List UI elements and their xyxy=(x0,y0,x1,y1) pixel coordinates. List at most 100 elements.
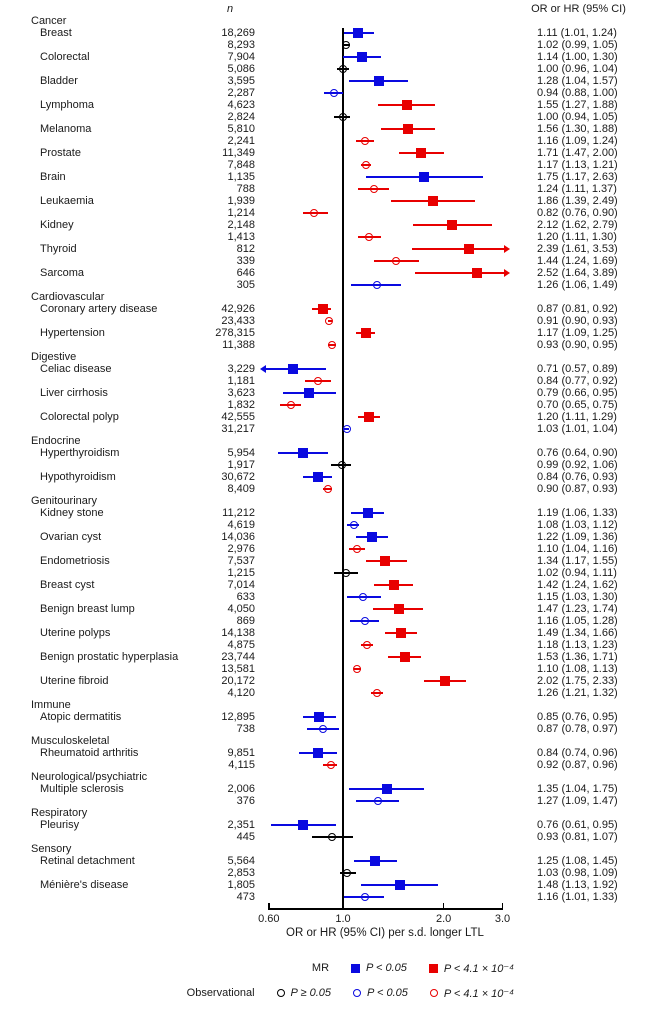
or-ci-value: 1.26 (1.06, 1.49) xyxy=(537,279,618,291)
or-ci-value: 2.12 (1.62, 2.79) xyxy=(537,219,618,231)
n-value: 42,926 xyxy=(221,303,255,315)
n-value: 4,875 xyxy=(227,639,255,651)
mr-square-marker xyxy=(401,100,412,110)
x-axis-tick xyxy=(501,903,504,908)
obs-circle-marker xyxy=(373,797,382,805)
n-value: 2,824 xyxy=(227,111,255,123)
n-value: 11,388 xyxy=(222,339,255,351)
or-ci-value: 1.71 (1.47, 2.00) xyxy=(537,147,618,159)
disease-label: Liver cirrhosis xyxy=(40,387,108,399)
mr-square-marker xyxy=(360,328,371,338)
mr-square-marker xyxy=(393,604,404,614)
mr-square-marker xyxy=(373,76,384,86)
n-value: 23,744 xyxy=(221,651,255,663)
or-ci-value: 0.70 (0.65, 0.75) xyxy=(537,399,618,411)
n-value: 2,853 xyxy=(227,867,255,879)
disease-label: Breast xyxy=(40,27,72,39)
n-value: 5,954 xyxy=(227,447,255,459)
obs-circle-marker xyxy=(360,137,369,145)
x-axis-title: OR or HR (95% CI) per s.d. longer LTL xyxy=(286,927,484,939)
disease-label: Thyroid xyxy=(40,243,77,255)
or-ci-value: 1.44 (1.24, 1.69) xyxy=(537,255,618,267)
obs-circle-marker xyxy=(328,833,337,841)
mr-square-marker xyxy=(380,556,391,566)
n-value: 1,181 xyxy=(227,375,255,387)
disease-label: Uterine fibroid xyxy=(40,675,109,687)
obs-circle-marker xyxy=(359,593,368,601)
obs-circle-marker xyxy=(323,485,332,493)
n-value: 2,351 xyxy=(227,819,255,831)
mr-square-marker xyxy=(364,412,375,422)
disease-label: Leukaemia xyxy=(40,195,94,207)
obs-circle-marker xyxy=(287,401,296,409)
or-ci-value: 1.17 (1.13, 1.21) xyxy=(537,159,618,171)
or-ci-value: 1.03 (0.98, 1.09) xyxy=(537,867,618,879)
ci-line xyxy=(414,272,504,274)
or-ci-value: 0.84 (0.76, 0.93) xyxy=(537,471,618,483)
or-ci-value: 1.47 (1.23, 1.74) xyxy=(537,603,618,615)
mr-square-marker xyxy=(298,820,309,830)
or-ci-value: 0.79 (0.66, 0.95) xyxy=(537,387,618,399)
obs-circle-marker xyxy=(352,545,361,553)
or-ci-value: 1.86 (1.39, 2.49) xyxy=(537,195,618,207)
x-axis-line xyxy=(268,908,503,910)
mr-red-square-icon xyxy=(428,963,438,973)
n-value: 4,619 xyxy=(227,519,255,531)
or-ci-value: 0.85 (0.76, 0.95) xyxy=(537,711,618,723)
disease-label: Benign breast lump xyxy=(40,603,135,615)
legend-item-label: P < 4.1 × 10⁻⁴ xyxy=(443,962,514,975)
or-ci-value: 1.10 (1.08, 1.13) xyxy=(537,663,618,675)
ci-left-arrow-icon xyxy=(260,365,266,373)
mr-square-marker xyxy=(399,652,410,662)
or-ci-value: 0.82 (0.76, 0.90) xyxy=(537,207,618,219)
mr-square-marker xyxy=(312,472,323,482)
mr-square-marker xyxy=(303,388,314,398)
or-ci-value: 1.10 (1.04, 1.16) xyxy=(537,543,618,555)
obs-circle-marker xyxy=(360,893,369,901)
obs-circle-marker xyxy=(352,665,361,673)
x-axis-tick-label: 1.0 xyxy=(335,913,351,925)
category-label: Immune xyxy=(31,699,71,711)
n-value: 11,212 xyxy=(222,507,255,519)
disease-label: Bladder xyxy=(40,75,78,87)
or-ci-value: 1.20 (1.11, 1.29) xyxy=(537,411,617,423)
mr-square-marker xyxy=(394,880,405,890)
category-label: Cardiovascular xyxy=(31,291,105,303)
n-value: 30,672 xyxy=(221,471,255,483)
obs-red-circle-icon xyxy=(429,989,438,997)
category-label: Genitourinary xyxy=(31,495,98,507)
disease-label: Hypertension xyxy=(40,327,105,339)
or-ci-value: 2.52 (1.64, 3.89) xyxy=(537,267,618,279)
obs-circle-marker xyxy=(318,725,327,733)
or-ci-value: 1.08 (1.03, 1.12) xyxy=(537,519,618,531)
n-value: 1,214 xyxy=(227,207,255,219)
n-value: 812 xyxy=(236,243,255,255)
n-value: 23,433 xyxy=(221,315,255,327)
n-value: 13,581 xyxy=(221,663,255,675)
legend-item-obs-p05: P < 0.05 xyxy=(353,987,408,999)
obs-circle-marker xyxy=(313,377,322,385)
n-value: 7,537 xyxy=(227,555,255,567)
n-value: 1,215 xyxy=(227,567,255,579)
category-label: Cancer xyxy=(31,15,67,27)
or-ci-value: 1.02 (0.99, 1.05) xyxy=(537,39,618,51)
or-ci-value: 1.53 (1.36, 1.71) xyxy=(537,651,618,663)
or-ci-value: 1.16 (1.01, 1.33) xyxy=(537,891,618,903)
obs-black-circle-icon xyxy=(276,989,285,997)
obs-circle-marker xyxy=(372,281,381,289)
category-label: Sensory xyxy=(31,843,72,855)
n-value: 9,851 xyxy=(227,747,255,759)
n-value: 869 xyxy=(236,615,255,627)
or-ci-value: 2.39 (1.61, 3.53) xyxy=(537,243,618,255)
mr-square-marker xyxy=(381,784,392,794)
disease-label: Sarcoma xyxy=(40,267,85,279)
n-value: 2,241 xyxy=(227,135,255,147)
n-value: 14,138 xyxy=(221,627,255,639)
or-ci-value: 1.17 (1.09, 1.25) xyxy=(537,327,618,339)
n-value: 376 xyxy=(236,795,255,807)
or-ci-value: 0.87 (0.78, 0.97) xyxy=(537,723,618,735)
or-ci-value: 1.35 (1.04, 1.75) xyxy=(537,783,618,795)
x-axis-tick xyxy=(342,903,344,908)
legend-mr-label: MR xyxy=(311,962,330,974)
legend-item-label: P < 0.05 xyxy=(366,962,407,974)
